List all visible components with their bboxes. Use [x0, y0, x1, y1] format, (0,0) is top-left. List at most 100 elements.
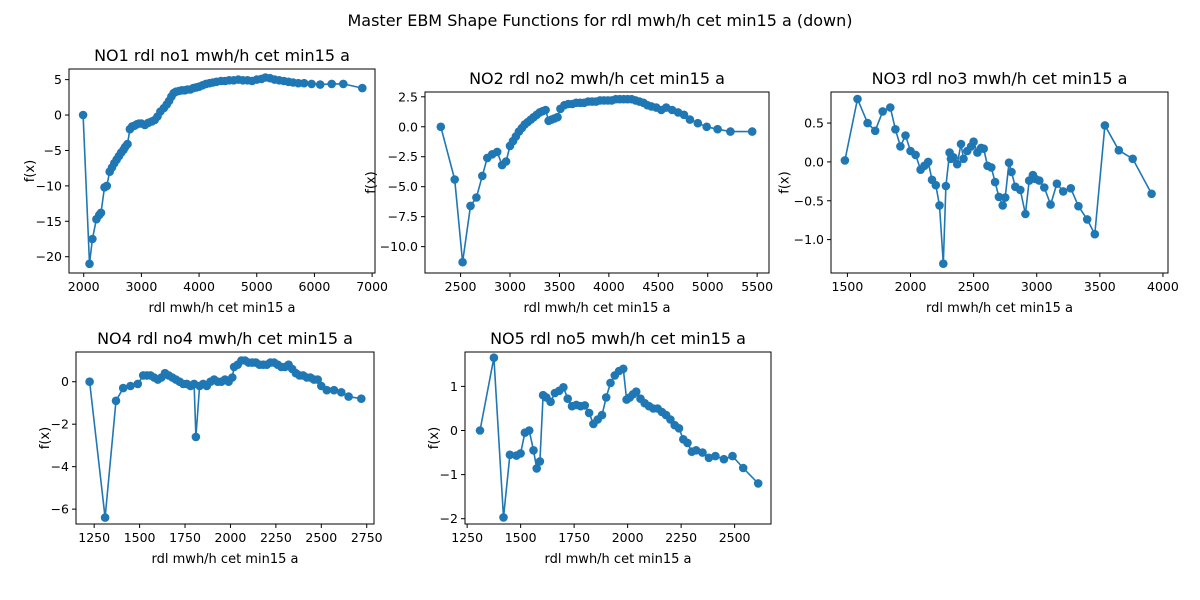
subplot-title: NO2 rdl no2 mwh/h cet min15 a: [469, 69, 725, 88]
data-point: [994, 192, 1004, 202]
y-axis-label: f(x): [778, 171, 793, 193]
y-tick-label: 0.5: [804, 116, 824, 131]
data-point: [949, 153, 958, 162]
y-tick-label: −1: [440, 467, 458, 482]
x-tick-label: 4000: [1147, 279, 1179, 294]
x-tick-label: 1500: [832, 279, 864, 294]
x-tick-label: 1750: [558, 530, 590, 545]
data-point: [911, 150, 920, 160]
data-point: [1114, 146, 1124, 155]
data-point: [524, 426, 534, 435]
x-tick-label: 3000: [125, 279, 157, 294]
x-tick-label: 1750: [169, 530, 201, 545]
data-point: [941, 181, 951, 191]
data-point: [753, 479, 763, 488]
data-point: [358, 83, 367, 93]
x-tick-label: 1500: [124, 530, 156, 545]
data-point: [492, 147, 502, 157]
data-point: [559, 383, 568, 392]
data-point: [584, 408, 594, 418]
data-point: [990, 177, 1000, 187]
x-tick-label: 1250: [78, 530, 110, 545]
data-point: [191, 432, 201, 442]
data-point: [1000, 193, 1010, 202]
y-axis-label: f(x): [38, 427, 53, 449]
x-axis-label: rdl mwh/h cet min15 a: [152, 552, 299, 567]
subplot-title: NO3 rdl no3 mwh/h cet min15 a: [872, 69, 1128, 88]
y-tick-label: −2: [440, 511, 458, 526]
data-point: [133, 379, 143, 389]
data-point: [956, 139, 966, 149]
data-point: [505, 450, 515, 460]
axes-frame: [464, 351, 772, 525]
data-point: [307, 79, 316, 89]
data-point: [436, 122, 446, 132]
y-tick-label: −10.0: [380, 239, 418, 254]
data-point: [1007, 167, 1016, 177]
data-point: [1100, 121, 1110, 130]
data-point: [931, 180, 941, 190]
data-point: [1016, 185, 1025, 195]
data-point: [1058, 187, 1068, 196]
data-point: [631, 387, 641, 397]
data-point: [85, 259, 94, 269]
data-point: [683, 438, 692, 448]
y-tick-label: 0.0: [804, 154, 824, 169]
data-point: [693, 118, 703, 128]
data-point: [102, 181, 112, 191]
x-tick-label: 4000: [183, 279, 215, 294]
data-point: [959, 154, 968, 164]
data-point: [1074, 201, 1083, 211]
y-tick-label: −7.5: [388, 209, 418, 224]
y-tick-label: 0: [450, 423, 458, 438]
data-point: [489, 353, 499, 363]
data-point: [329, 385, 339, 395]
data-point: [1046, 200, 1055, 209]
data-point: [935, 201, 944, 210]
subplot-title: NO5 rdl no5 mwh/h cet min15 a: [490, 329, 746, 348]
data-point: [344, 392, 353, 401]
data-point: [472, 193, 481, 202]
data-point: [702, 122, 711, 132]
data-point: [597, 410, 607, 420]
data-point: [728, 451, 737, 461]
data-point: [1082, 215, 1092, 224]
data-point: [96, 208, 106, 218]
y-tick-label: 0: [54, 108, 62, 123]
y-tick-label: −4: [51, 459, 69, 474]
data-point: [923, 157, 933, 167]
data-point: [466, 201, 475, 211]
y-tick-label: −5: [44, 143, 62, 158]
data-point: [606, 378, 615, 388]
data-point: [327, 79, 337, 89]
data-point: [85, 377, 94, 387]
x-axis-label: rdl mwh/h cet min15 a: [926, 301, 1073, 316]
data-point: [1147, 189, 1156, 199]
data-point: [123, 139, 132, 149]
axes-frame: [424, 91, 770, 274]
data-point: [704, 453, 714, 463]
x-tick-label: 1500: [505, 530, 537, 545]
data-point: [747, 127, 757, 136]
data-point: [532, 464, 541, 473]
data-point: [118, 383, 128, 393]
x-tick-label: 5000: [241, 279, 273, 294]
data-point: [458, 257, 467, 267]
y-tick-label: 1: [450, 379, 458, 394]
data-point: [516, 449, 525, 458]
data-point: [901, 131, 910, 140]
data-point: [939, 259, 948, 269]
data-point: [78, 110, 88, 120]
data-point: [1021, 209, 1030, 219]
x-tick-label: 2500: [305, 530, 337, 545]
data-point: [698, 448, 707, 457]
x-axis-label: rdl mwh/h cet min15 a: [149, 301, 296, 316]
x-tick-label: 2000: [612, 530, 644, 545]
data-point: [100, 513, 110, 522]
data-point: [952, 159, 962, 169]
data-point: [601, 393, 611, 402]
data-point: [1004, 158, 1014, 167]
data-point: [357, 394, 366, 404]
x-tick-label: 4500: [642, 279, 674, 294]
